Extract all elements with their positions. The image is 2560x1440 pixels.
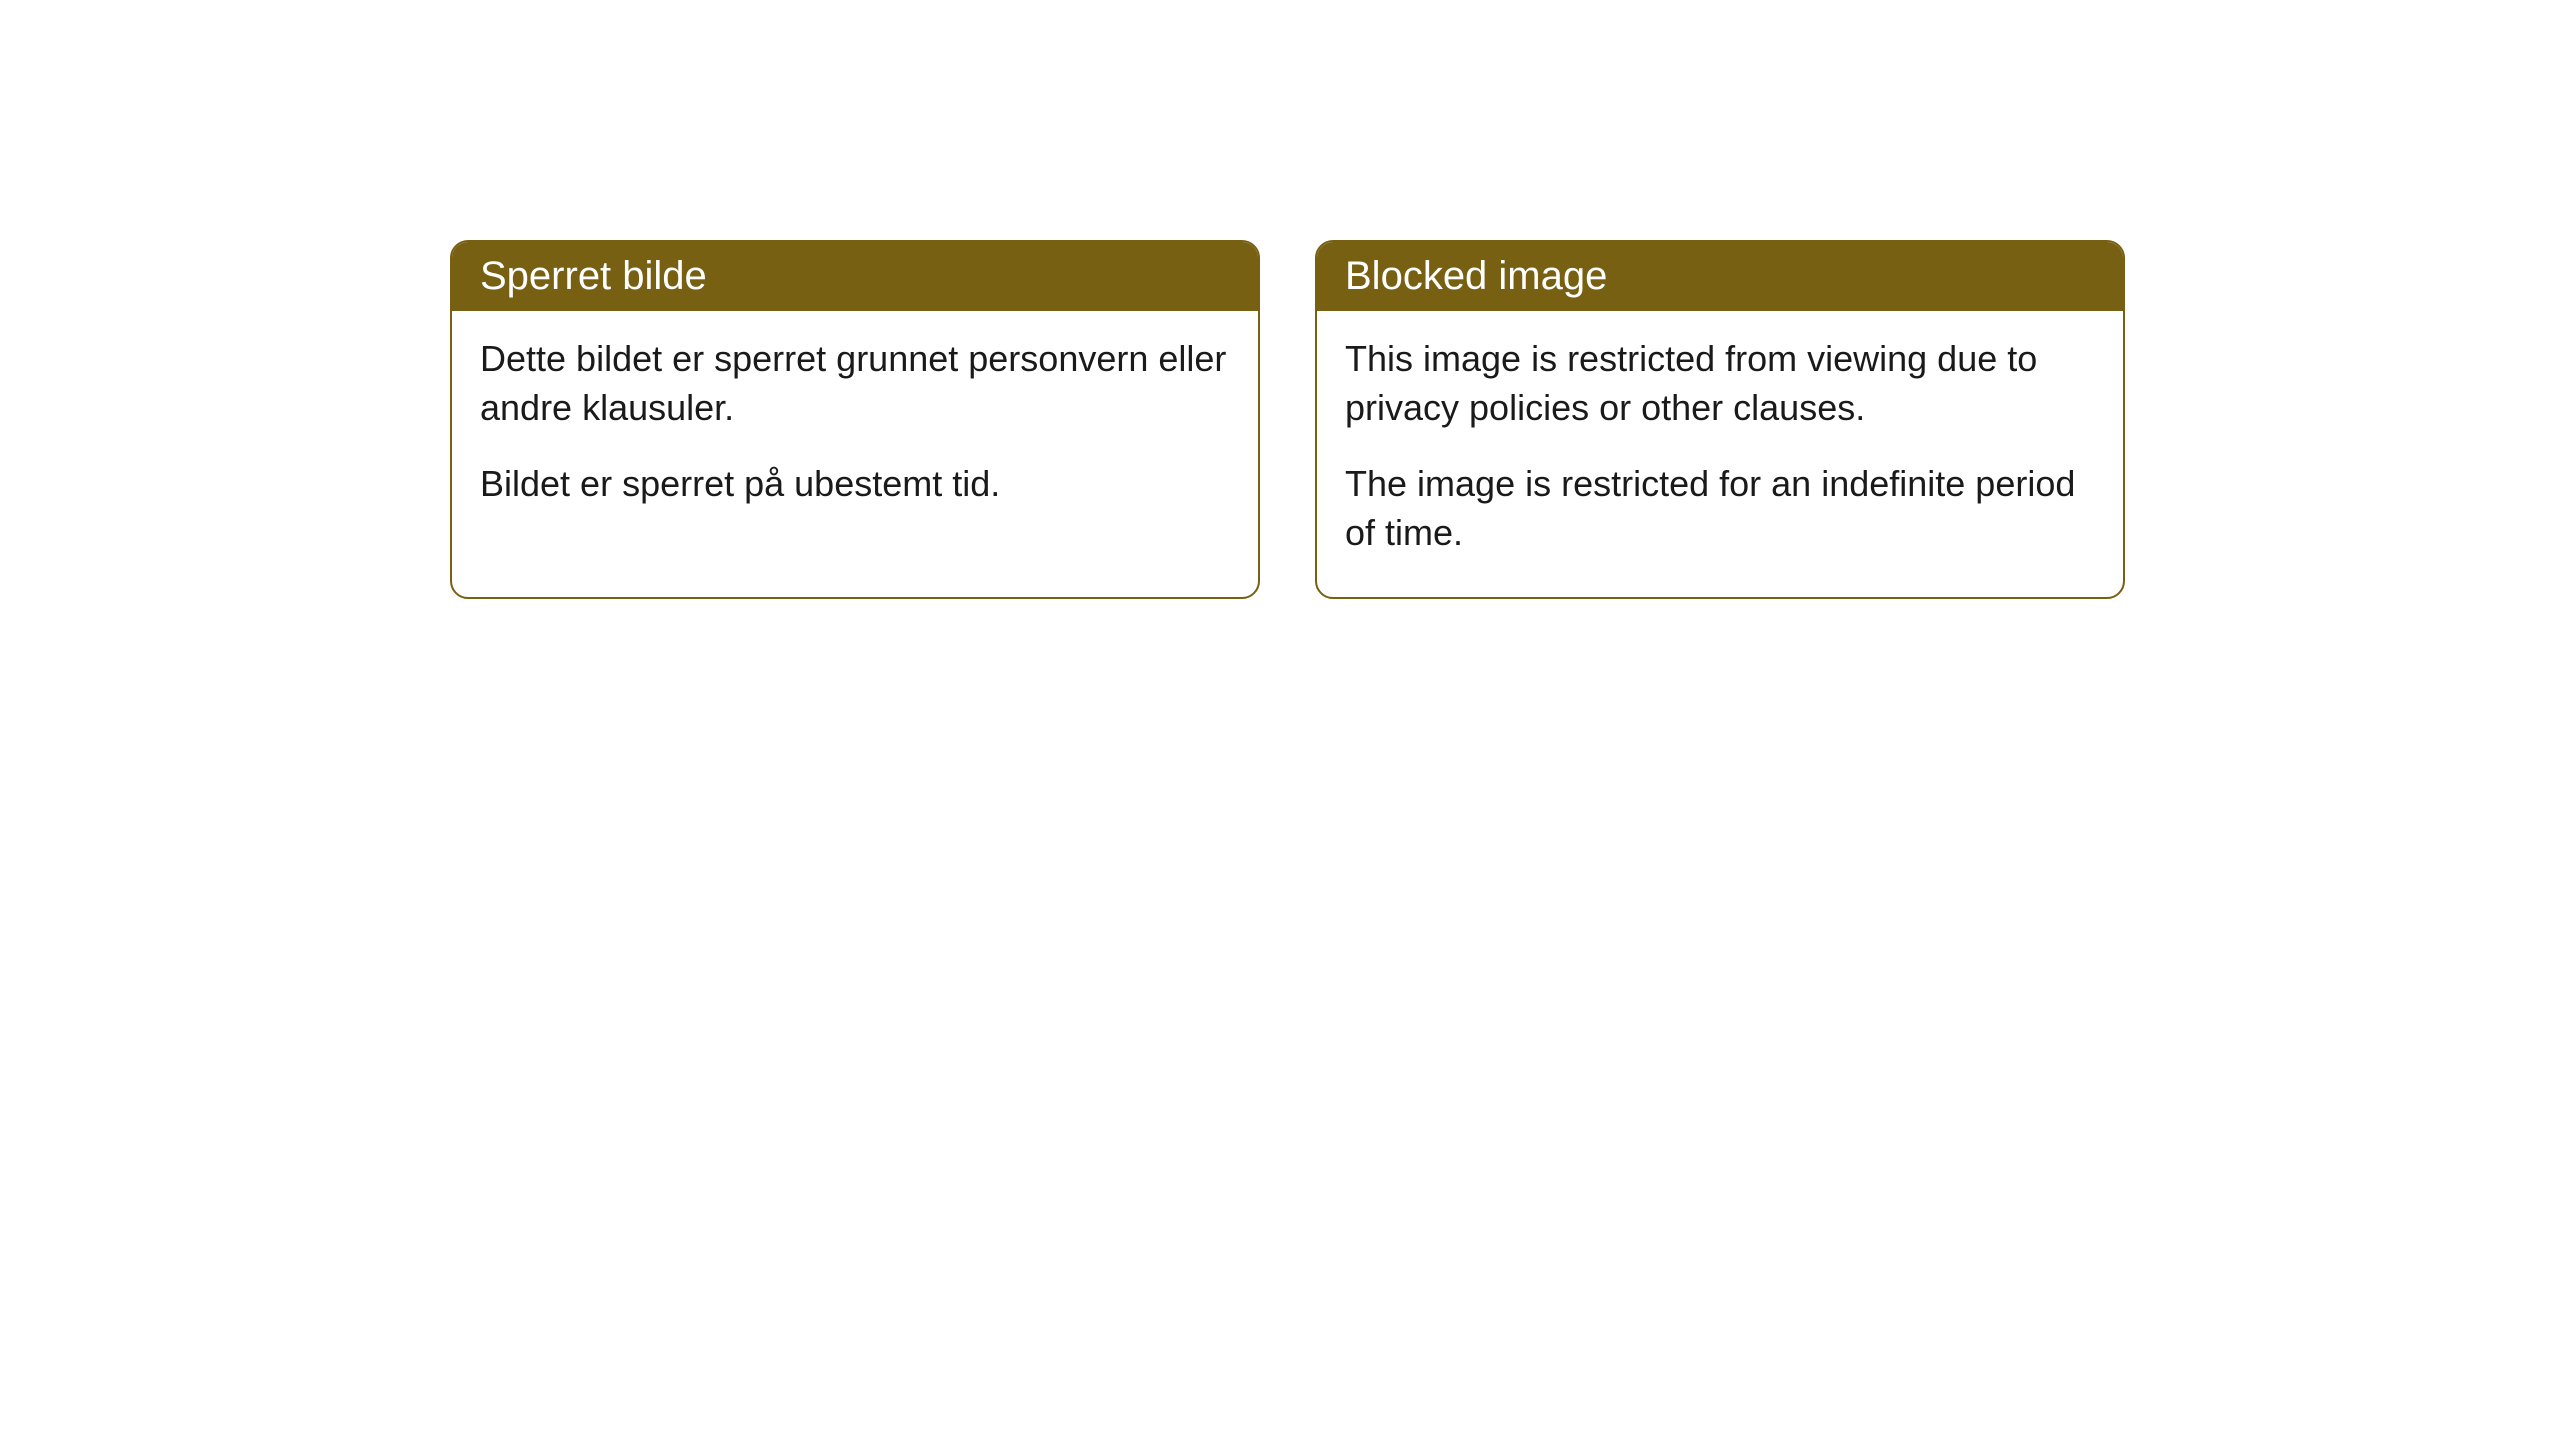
card-body: This image is restricted from viewing du… [1317, 311, 2123, 597]
card-header: Sperret bilde [452, 242, 1258, 311]
card-header: Blocked image [1317, 242, 2123, 311]
card-paragraph-1: Dette bildet er sperret grunnet personve… [480, 335, 1230, 432]
notice-cards-container: Sperret bilde Dette bildet er sperret gr… [0, 0, 2560, 599]
card-paragraph-1: This image is restricted from viewing du… [1345, 335, 2095, 432]
card-title: Blocked image [1345, 254, 1607, 298]
blocked-image-card-norwegian: Sperret bilde Dette bildet er sperret gr… [450, 240, 1260, 599]
blocked-image-card-english: Blocked image This image is restricted f… [1315, 240, 2125, 599]
card-paragraph-2: Bildet er sperret på ubestemt tid. [480, 460, 1230, 509]
card-body: Dette bildet er sperret grunnet personve… [452, 311, 1258, 549]
card-paragraph-2: The image is restricted for an indefinit… [1345, 460, 2095, 557]
card-title: Sperret bilde [480, 254, 707, 298]
